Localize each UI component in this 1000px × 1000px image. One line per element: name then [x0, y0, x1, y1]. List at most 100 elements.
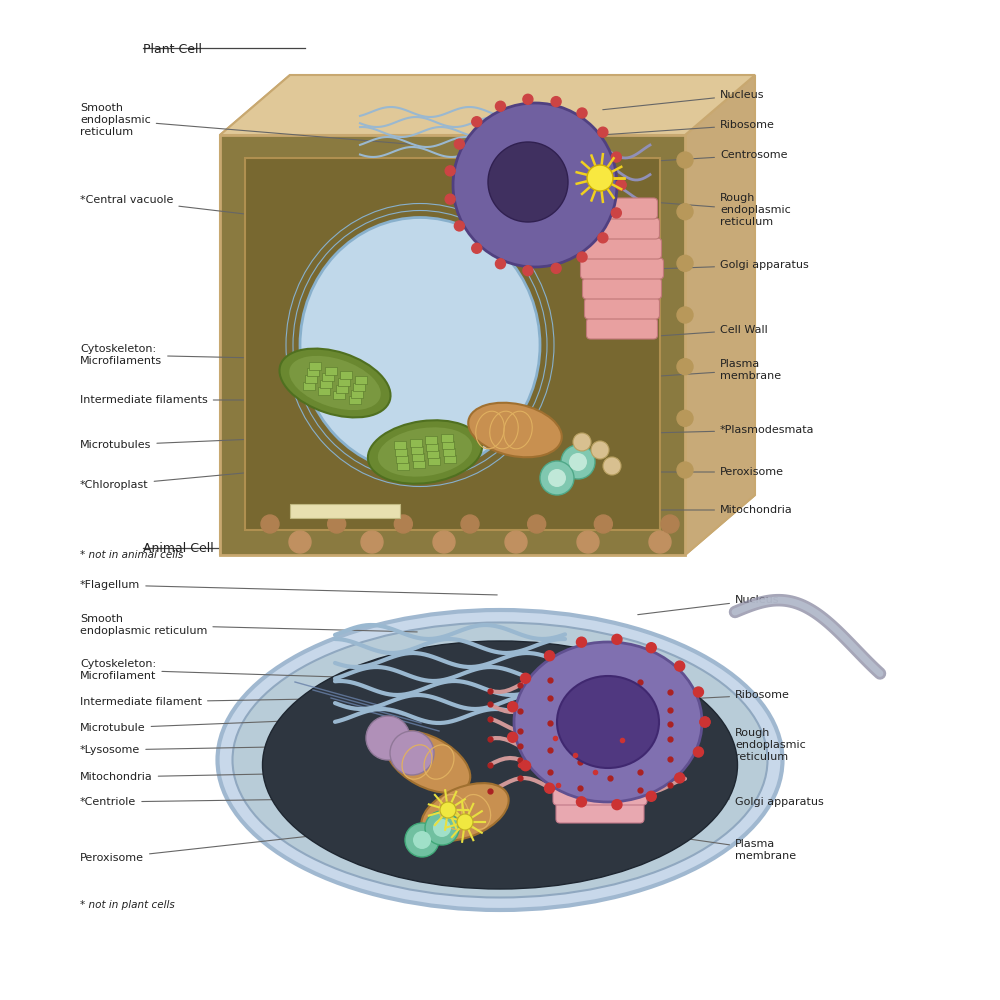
Text: Golgi apparatus: Golgi apparatus	[613, 792, 824, 807]
Circle shape	[677, 307, 693, 323]
Polygon shape	[220, 135, 685, 555]
Bar	[309, 362, 321, 370]
Bar	[411, 446, 423, 454]
Circle shape	[425, 811, 459, 845]
Ellipse shape	[378, 427, 472, 477]
Circle shape	[528, 515, 546, 533]
Circle shape	[677, 410, 693, 426]
Bar	[412, 453, 424, 461]
Circle shape	[289, 531, 311, 553]
Circle shape	[616, 180, 626, 190]
Bar	[349, 396, 361, 404]
Circle shape	[545, 651, 555, 661]
FancyBboxPatch shape	[582, 278, 662, 299]
Text: *Central vacuole: *Central vacuole	[80, 195, 377, 230]
Bar	[305, 375, 317, 383]
Circle shape	[551, 263, 561, 273]
Circle shape	[576, 637, 586, 647]
FancyBboxPatch shape	[553, 730, 647, 751]
Circle shape	[445, 194, 455, 204]
Ellipse shape	[386, 731, 470, 793]
Circle shape	[440, 802, 456, 818]
Text: Smooth
endoplasmic
reticulum: Smooth endoplasmic reticulum	[80, 103, 417, 145]
Circle shape	[576, 797, 586, 807]
Circle shape	[523, 94, 533, 104]
Circle shape	[454, 221, 464, 231]
FancyBboxPatch shape	[586, 318, 658, 339]
Bar	[426, 443, 438, 451]
Circle shape	[545, 783, 555, 793]
Circle shape	[700, 717, 710, 727]
Ellipse shape	[232, 622, 768, 898]
Circle shape	[677, 255, 693, 271]
Circle shape	[646, 643, 656, 653]
Bar	[425, 436, 437, 444]
Text: Cytoskeleton:
Microfilament: Cytoskeleton: Microfilament	[80, 659, 367, 681]
Circle shape	[540, 461, 574, 495]
Ellipse shape	[514, 642, 702, 802]
Circle shape	[472, 117, 482, 127]
Bar	[355, 376, 367, 384]
Text: * not in animal cells: * not in animal cells	[80, 550, 183, 560]
FancyBboxPatch shape	[556, 802, 644, 823]
Circle shape	[677, 204, 693, 220]
Circle shape	[646, 791, 656, 801]
Ellipse shape	[262, 641, 738, 889]
Circle shape	[677, 152, 693, 168]
Circle shape	[612, 634, 622, 644]
Circle shape	[677, 359, 693, 375]
Circle shape	[433, 531, 455, 553]
Text: *Chloroplast: *Chloroplast	[80, 465, 327, 490]
Text: Mitochondria: Mitochondria	[80, 772, 367, 782]
FancyBboxPatch shape	[553, 784, 647, 805]
Circle shape	[453, 103, 617, 267]
Text: Plant Cell: Plant Cell	[143, 43, 202, 56]
Bar	[428, 457, 440, 465]
Circle shape	[693, 747, 703, 757]
Ellipse shape	[300, 218, 540, 473]
Circle shape	[611, 152, 621, 162]
Circle shape	[433, 819, 451, 837]
Circle shape	[587, 165, 613, 191]
Text: Rough
endoplasmic
reticulum: Rough endoplasmic reticulum	[563, 193, 791, 227]
Circle shape	[577, 108, 587, 118]
Circle shape	[548, 469, 566, 487]
Circle shape	[505, 531, 527, 553]
Text: Mitochondria: Mitochondria	[553, 505, 793, 515]
FancyBboxPatch shape	[582, 238, 662, 259]
Text: Rough
endoplasmic
reticulum: Rough endoplasmic reticulum	[618, 728, 806, 762]
Circle shape	[445, 166, 455, 176]
Bar	[307, 368, 319, 376]
Ellipse shape	[557, 676, 659, 768]
Bar	[318, 387, 330, 395]
Text: Plasma
membrane: Plasma membrane	[643, 832, 796, 861]
Bar	[336, 385, 348, 393]
Circle shape	[603, 457, 621, 475]
Circle shape	[675, 773, 685, 783]
Circle shape	[523, 266, 533, 276]
Circle shape	[611, 208, 621, 218]
Circle shape	[677, 462, 693, 478]
Circle shape	[561, 445, 595, 479]
Bar	[353, 383, 365, 391]
Circle shape	[413, 831, 431, 849]
Bar	[397, 462, 409, 470]
Polygon shape	[685, 75, 755, 555]
Text: Plasma
membrane: Plasma membrane	[603, 359, 781, 381]
Circle shape	[661, 515, 679, 533]
Polygon shape	[220, 75, 755, 135]
Circle shape	[573, 433, 591, 451]
Bar	[340, 371, 352, 379]
Ellipse shape	[468, 403, 562, 457]
Text: Intermediate filament: Intermediate filament	[80, 697, 367, 707]
Circle shape	[551, 97, 561, 107]
FancyBboxPatch shape	[584, 218, 660, 239]
Circle shape	[508, 702, 518, 712]
Text: Nucleus: Nucleus	[638, 595, 780, 615]
Circle shape	[577, 252, 587, 262]
Text: Peroxisome: Peroxisome	[80, 825, 407, 863]
Circle shape	[594, 515, 612, 533]
Bar	[320, 380, 332, 388]
Circle shape	[649, 531, 671, 553]
Bar	[325, 367, 337, 375]
